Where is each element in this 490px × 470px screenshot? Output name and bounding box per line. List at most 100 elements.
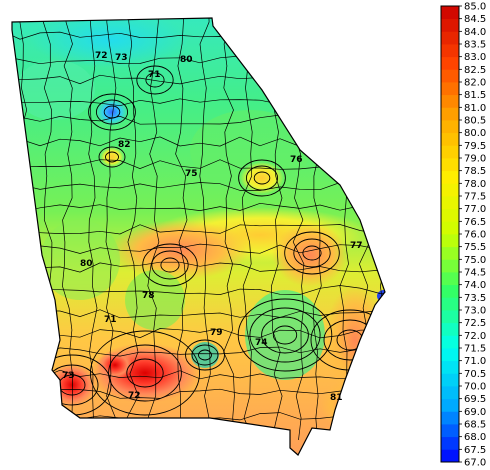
contour-value-label: 73 bbox=[62, 371, 75, 381]
colorbar-cell bbox=[441, 145, 459, 159]
colorbar-tick-label: 83.0 bbox=[464, 52, 486, 63]
contour-line bbox=[142, 243, 198, 287]
county-boundary bbox=[12, 181, 385, 191]
colorbar-tick-label: 79.5 bbox=[464, 141, 486, 152]
colorbar-tick-label: 78.0 bbox=[464, 179, 486, 190]
contour-value-label: 72 bbox=[128, 391, 141, 401]
colorbar-cell bbox=[441, 18, 459, 32]
contour-line bbox=[185, 339, 225, 371]
colorbar-tick-label: 68.0 bbox=[464, 432, 486, 443]
colorbar-cell bbox=[441, 234, 459, 248]
contour-line bbox=[272, 325, 298, 345]
contour-line bbox=[145, 72, 165, 88]
contour-line bbox=[108, 344, 182, 402]
contour-line bbox=[237, 298, 333, 372]
colorbar-cell bbox=[441, 44, 459, 58]
temperature-map: 72 73 71 80 82 75 76 77 78 79 74 81 72 73 71 80 bbox=[11, 17, 386, 456]
contour-line bbox=[249, 307, 321, 363]
colorbar-cell bbox=[441, 56, 459, 70]
contour-line bbox=[253, 171, 271, 185]
contour-value-label: 71 bbox=[104, 315, 117, 325]
county-boundary bbox=[88, 18, 98, 441]
contour-value-label: 74 bbox=[255, 338, 268, 348]
colorbar-tick-label: 84.5 bbox=[464, 14, 486, 25]
county-boundary bbox=[62, 18, 73, 441]
contour-value-label: 77 bbox=[350, 241, 363, 251]
colorbar-tick-label: 74.0 bbox=[464, 280, 486, 291]
colorbar-cell bbox=[441, 246, 459, 260]
contour-line bbox=[302, 245, 322, 261]
colorbar-cell bbox=[441, 297, 459, 311]
contour-value-label: 73 bbox=[115, 53, 128, 63]
colorbar-tick-label: 85.0 bbox=[464, 2, 486, 13]
colorbar-cell bbox=[441, 310, 459, 324]
colorbar-tick-label: 69.5 bbox=[464, 394, 486, 405]
contour-line bbox=[126, 358, 164, 388]
colorbar-cell bbox=[441, 436, 459, 450]
colorbar-cell bbox=[441, 411, 459, 425]
colorbar-cell bbox=[441, 449, 459, 463]
colorbar-cell bbox=[441, 284, 459, 298]
colorbar-tick-label: 71.5 bbox=[464, 344, 486, 355]
contour-line bbox=[95, 99, 129, 125]
county-boundary bbox=[175, 18, 188, 441]
colorbar-cell bbox=[441, 386, 459, 400]
colorbar-cell bbox=[441, 107, 459, 121]
contour-line bbox=[238, 159, 286, 197]
colorbar-cell bbox=[441, 69, 459, 83]
colorbar-tick-label: 75.5 bbox=[464, 242, 486, 253]
contour-line bbox=[293, 238, 331, 268]
contour-line bbox=[245, 165, 279, 191]
contour-value-label: 80 bbox=[80, 259, 93, 269]
colorbar-tick-label: 80.0 bbox=[464, 128, 486, 139]
colorbar-tick-label: 74.5 bbox=[464, 268, 486, 279]
contour-line bbox=[160, 257, 180, 273]
colorbar-tick-label: 81.0 bbox=[464, 103, 486, 114]
contour-value-label: 72 bbox=[95, 51, 108, 61]
contour-line bbox=[98, 146, 126, 168]
contour-line bbox=[89, 330, 201, 416]
contour-value-label: 78 bbox=[142, 291, 155, 301]
colorbar-tick-label: 79.0 bbox=[464, 154, 486, 165]
colorbar-cell bbox=[441, 360, 459, 374]
contour-line bbox=[284, 231, 340, 275]
county-boundary bbox=[12, 224, 385, 235]
contour-line bbox=[88, 93, 136, 131]
colorbar-cell bbox=[441, 221, 459, 235]
colorbar-cell bbox=[441, 322, 459, 336]
colorbar-cell bbox=[441, 6, 459, 20]
contour-line bbox=[191, 344, 219, 366]
colorbar-tick-label: 70.0 bbox=[464, 382, 486, 393]
colorbar-tick-label: 73.5 bbox=[464, 293, 486, 304]
county-boundary bbox=[223, 18, 236, 441]
colorbar-tick-label: 73.0 bbox=[464, 306, 486, 317]
contour-line bbox=[261, 316, 309, 354]
colorbar-cell bbox=[441, 348, 459, 362]
county-boundary bbox=[379, 18, 385, 441]
contour-line bbox=[151, 250, 189, 280]
colorbar-cell bbox=[441, 132, 459, 146]
colorbar-cell bbox=[441, 82, 459, 96]
colorbar-tick-label: 69.0 bbox=[464, 407, 486, 418]
colorbar-tick-label: 76.5 bbox=[464, 217, 486, 228]
colorbar-cell bbox=[441, 94, 459, 108]
colorbar-tick-label: 83.5 bbox=[464, 40, 486, 51]
colorbar-cell bbox=[441, 272, 459, 286]
colorbar-tick-label: 75.0 bbox=[464, 255, 486, 266]
colorbar-cell bbox=[441, 120, 459, 134]
colorbar-tick-label: 67.0 bbox=[464, 458, 486, 469]
contour-value-label: 80 bbox=[180, 55, 193, 65]
colorbar-cell bbox=[441, 31, 459, 45]
colorbar-tick-label: 84.0 bbox=[464, 27, 486, 38]
contour-value-label: 71 bbox=[148, 70, 161, 80]
colorbar-tick-label: 77.5 bbox=[464, 192, 486, 203]
contour-line bbox=[198, 349, 212, 361]
contour-value-label: 75 bbox=[185, 169, 198, 179]
county-boundary bbox=[12, 202, 385, 213]
colorbar-tick-label: 71.0 bbox=[464, 356, 486, 367]
colorbar-cell bbox=[441, 373, 459, 387]
colorbar-tick-label: 82.5 bbox=[464, 65, 486, 76]
contour-line bbox=[136, 65, 174, 95]
colorbar-tick-label: 81.5 bbox=[464, 90, 486, 101]
colorbar-cell bbox=[441, 196, 459, 210]
